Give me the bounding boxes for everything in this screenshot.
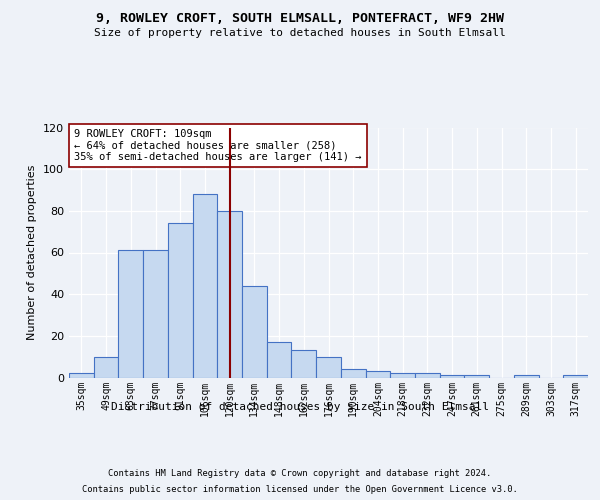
Bar bbox=[267, 342, 292, 378]
Text: 9 ROWLEY CROFT: 109sqm
← 64% of detached houses are smaller (258)
35% of semi-de: 9 ROWLEY CROFT: 109sqm ← 64% of detached… bbox=[74, 128, 362, 162]
Bar bbox=[217, 211, 242, 378]
Bar bbox=[292, 350, 316, 378]
Bar bbox=[464, 376, 489, 378]
Text: Size of property relative to detached houses in South Elmsall: Size of property relative to detached ho… bbox=[94, 28, 506, 38]
Bar bbox=[365, 371, 390, 378]
Bar bbox=[341, 369, 365, 378]
Bar bbox=[390, 374, 415, 378]
Bar bbox=[94, 356, 118, 378]
Bar bbox=[193, 194, 217, 378]
Text: Distribution of detached houses by size in South Elmsall: Distribution of detached houses by size … bbox=[111, 402, 489, 412]
Bar bbox=[514, 376, 539, 378]
Bar bbox=[415, 374, 440, 378]
Bar bbox=[69, 374, 94, 378]
Text: Contains HM Land Registry data © Crown copyright and database right 2024.: Contains HM Land Registry data © Crown c… bbox=[109, 469, 491, 478]
Text: 9, ROWLEY CROFT, SOUTH ELMSALL, PONTEFRACT, WF9 2HW: 9, ROWLEY CROFT, SOUTH ELMSALL, PONTEFRA… bbox=[96, 12, 504, 26]
Bar bbox=[440, 376, 464, 378]
Bar bbox=[563, 376, 588, 378]
Y-axis label: Number of detached properties: Number of detached properties bbox=[28, 165, 37, 340]
Bar bbox=[118, 250, 143, 378]
Bar bbox=[143, 250, 168, 378]
Bar bbox=[316, 356, 341, 378]
Text: Contains public sector information licensed under the Open Government Licence v3: Contains public sector information licen… bbox=[82, 485, 518, 494]
Bar bbox=[242, 286, 267, 378]
Bar bbox=[168, 224, 193, 378]
